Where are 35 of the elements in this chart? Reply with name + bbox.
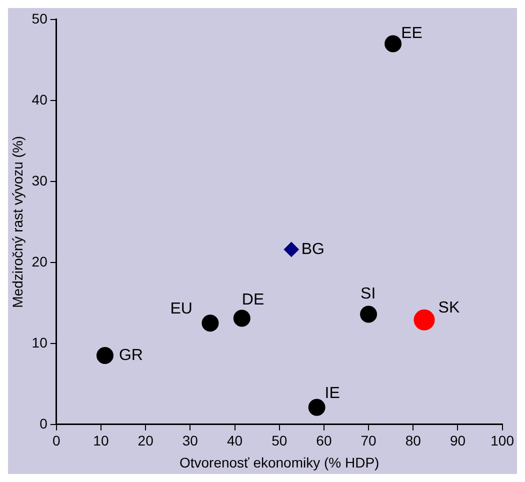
point <box>308 398 326 416</box>
x-tick-label: 30 <box>182 432 198 449</box>
annotation: EE <box>401 25 422 42</box>
point <box>96 347 114 364</box>
x-tick-label: 70 <box>360 432 377 449</box>
y-tick-label: 30 <box>32 172 48 188</box>
x-tick-label: 50 <box>272 432 288 449</box>
point <box>284 242 299 257</box>
x-tick-label: 90 <box>450 432 466 449</box>
point <box>233 310 250 327</box>
point <box>384 35 402 52</box>
x-axis-title: Otvorenosť ekonomiky (% HDP) <box>179 454 380 470</box>
x-tick-label: 10 <box>93 432 109 449</box>
point <box>360 306 378 323</box>
annotation: BG <box>301 240 325 258</box>
y-tick-label: 40 <box>32 91 48 108</box>
y-tick-label: 50 <box>32 10 48 26</box>
y-tick-label: 0 <box>40 415 48 432</box>
x-tick-label: 0 <box>52 432 60 449</box>
annotation: EU <box>170 300 192 318</box>
annotation: GR <box>118 346 143 364</box>
point <box>414 309 435 330</box>
annotation: DE <box>242 292 264 309</box>
y-tick-label: 20 <box>32 253 48 270</box>
x-tick-label: 80 <box>405 432 422 449</box>
x-tick-label: 100 <box>490 432 514 449</box>
y-axis-title: Medziročný rast vývozu (%) <box>9 136 26 308</box>
x-tick-label: 20 <box>138 432 154 449</box>
annotation: IE <box>324 384 340 402</box>
y-tick-label: 10 <box>32 334 48 350</box>
x-tick-label: 60 <box>316 432 332 449</box>
annotation: SK <box>438 299 460 316</box>
point <box>202 314 219 332</box>
annotation: SI <box>360 286 376 303</box>
x-tick-label: 40 <box>226 432 243 449</box>
